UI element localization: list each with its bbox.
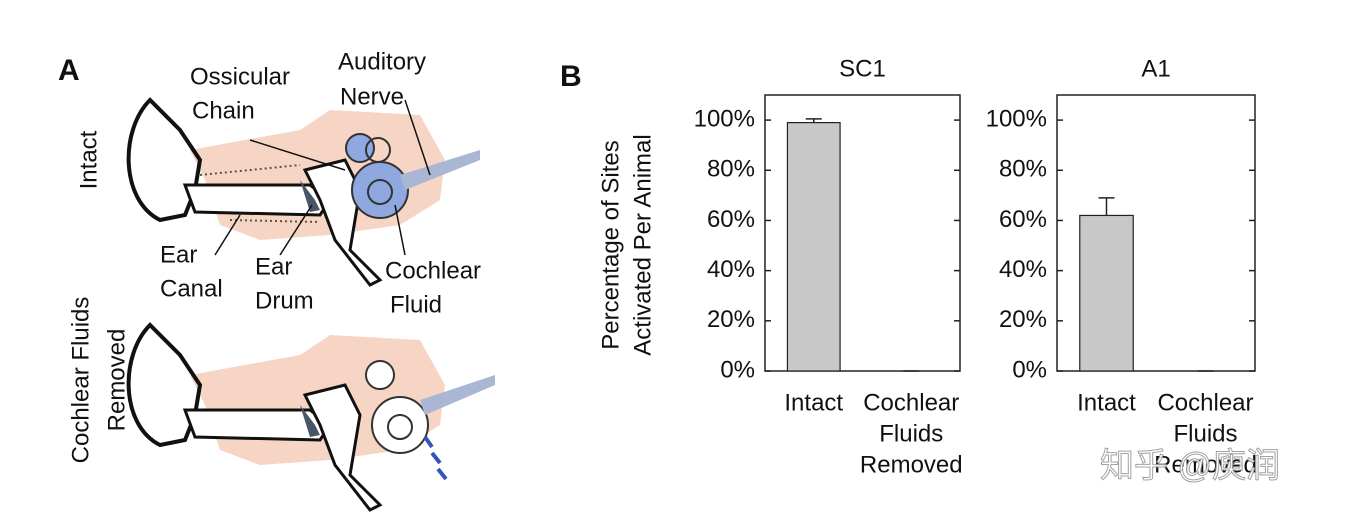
label: Nerve <box>340 83 404 110</box>
x-tick-label: Cochlear <box>863 389 959 416</box>
y-tick-label: 20% <box>999 306 1047 333</box>
label: Intact <box>75 130 102 189</box>
y-tick-label: 40% <box>999 256 1047 283</box>
label: Chain <box>192 97 255 124</box>
label: Auditory <box>338 48 426 75</box>
bar <box>1079 214 1134 372</box>
label: Fluid <box>390 291 442 318</box>
label: Drum <box>255 287 314 314</box>
y-tick-label: 60% <box>999 206 1047 233</box>
y-tick-label: 100% <box>986 105 1047 132</box>
panel-label: B <box>560 60 582 93</box>
y-tick-label: 0% <box>1012 356 1047 383</box>
bar <box>786 121 841 372</box>
y-tick-label: 80% <box>999 156 1047 183</box>
y-tick-label: 40% <box>707 256 755 283</box>
y-tick-label: 80% <box>707 156 755 183</box>
chart-title: SC1 <box>839 55 886 82</box>
y-tick-label: 0% <box>720 356 755 383</box>
y-tick-label: 20% <box>707 306 755 333</box>
label: Canal <box>160 275 223 302</box>
x-tick-label: Removed <box>860 451 963 478</box>
chart-title: A1 <box>1141 55 1170 82</box>
x-tick-label: Intact <box>1077 389 1136 416</box>
x-tick-label: Fluids <box>1173 420 1237 447</box>
label: Removed <box>103 329 130 432</box>
axis-box <box>1056 94 1256 372</box>
y-tick-label: 60% <box>707 206 755 233</box>
watermark: 知乎 @庾润 <box>1100 447 1280 485</box>
x-tick-label: Intact <box>784 389 843 416</box>
ear-removed <box>126 322 495 512</box>
panel-label: A <box>58 54 80 87</box>
label: Ear <box>160 241 197 268</box>
label: Cochlear <box>385 257 481 284</box>
x-tick-label: Fluids <box>879 420 943 447</box>
y-axis-label: Activated Per Animal <box>629 134 656 355</box>
label: Ossicular <box>190 63 290 90</box>
y-tick-label: 100% <box>694 105 755 132</box>
x-tick-label: Removed <box>1154 451 1257 478</box>
label: Cochlear Fluids <box>67 297 94 464</box>
ear-intact <box>126 97 480 287</box>
label: Ear <box>255 253 292 280</box>
charts: SC1 0% 20% 40% 60% 80% 100% Intact Cochlear Fluid… <box>694 55 1257 478</box>
x-tick-label: Cochlear <box>1157 389 1253 416</box>
axis-box <box>764 94 961 372</box>
y-axis-label: Percentage of Sites <box>597 140 624 349</box>
